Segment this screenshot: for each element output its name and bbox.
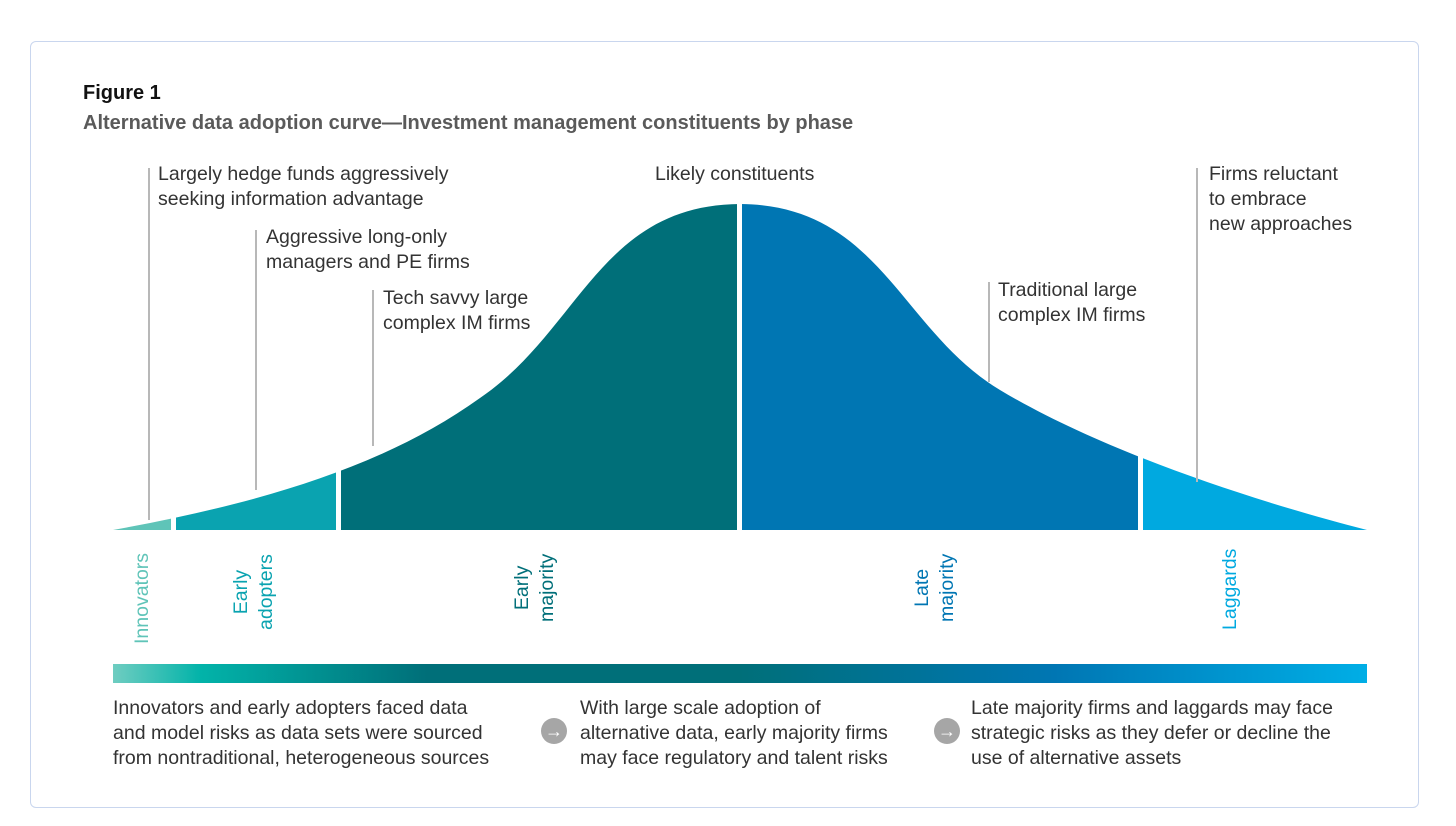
annotation-line: Firms reluctant [1209, 163, 1338, 185]
phase-label-early-majority: Early majority [510, 554, 560, 622]
figure-frame [30, 41, 1419, 808]
phase-label-line: adopters [255, 554, 277, 630]
bottom-text-line: Late majority firms and laggards may fac… [971, 697, 1333, 719]
annotation-line: Tech savvy large [383, 287, 529, 309]
phase-label-line: Late [911, 568, 933, 607]
annotation-line: seeking information advantage [158, 188, 424, 210]
bottom-text-line: may face regulatory and talent risks [580, 747, 888, 769]
figure-number: Figure 1 [83, 82, 161, 104]
annotation-line: new approaches [1209, 213, 1353, 235]
annotation-tech-savvy: Tech savvy large complex IM firms [383, 286, 530, 336]
phase-label-line: Early [511, 565, 533, 611]
bottom-text-line: With large scale adoption of [580, 697, 821, 719]
annotation-hedge-funds: Largely hedge funds aggressively seeking… [158, 162, 449, 212]
bottom-text-line: and model risks as data sets were source… [113, 722, 483, 744]
annotation-line: managers and PE firms [266, 251, 470, 273]
arrow-right-icon: → [934, 718, 960, 744]
annotation-line: Traditional large [998, 279, 1138, 301]
bottom-text-right: Late majority firms and laggards may fac… [971, 696, 1333, 771]
annotation-line: Largely hedge funds aggressively [158, 163, 449, 185]
bottom-text-line: strategic risks as they defer or decline… [971, 722, 1331, 744]
phase-label-line: Early [230, 569, 252, 615]
annotation-line: to embrace [1209, 188, 1307, 210]
bottom-text-line: from nontraditional, heterogeneous sourc… [113, 747, 490, 769]
bottom-text-left: Innovators and early adopters faced data… [113, 696, 489, 771]
bottom-text-line: alternative data, early majority firms [580, 722, 888, 744]
bottom-text-line: use of alternative assets [971, 747, 1182, 769]
annotation-line: complex IM firms [383, 312, 531, 334]
annotation-traditional: Traditional large complex IM firms [998, 278, 1145, 328]
segment-late-majority [742, 204, 1138, 530]
phase-label-innovators: Innovators [131, 552, 153, 644]
phase-gradient-bar [113, 664, 1367, 683]
annotation-long-only: Aggressive long-only managers and PE fir… [266, 225, 470, 275]
annotation-likely-constituents: Likely constituents [655, 163, 815, 185]
figure-title: Alternative data adoption curve—Investme… [83, 112, 854, 134]
phase-label-early-adopters: Early adopters [229, 554, 279, 630]
annotation-line: complex IM firms [998, 304, 1146, 326]
segment-laggards [1143, 204, 1367, 530]
annotation-line: Aggressive long-only [266, 226, 448, 248]
bottom-text-middle: With large scale adoption of alternative… [580, 696, 888, 771]
phase-label-laggards: Laggards [1219, 548, 1241, 630]
phase-label-line: majority [536, 553, 558, 622]
annotation-reluctant: Firms reluctant to embrace new approache… [1209, 162, 1352, 237]
arrow-right-icon: → [541, 718, 567, 744]
bottom-text-line: Innovators and early adopters faced data [113, 697, 468, 719]
phase-label-late-majority: Late majority [910, 554, 960, 622]
segment-innovators [113, 204, 171, 530]
phase-label-line: majority [936, 553, 958, 622]
